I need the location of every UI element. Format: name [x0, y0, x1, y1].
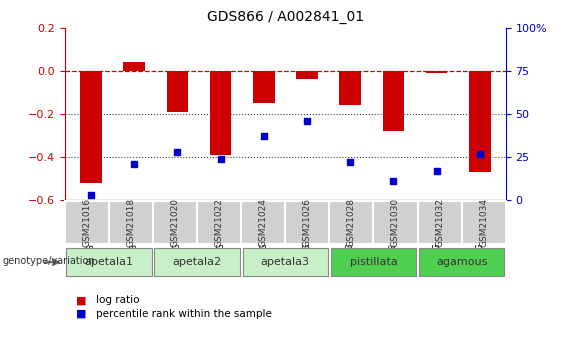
Bar [80, 71, 102, 183]
Text: ■: ■ [76, 309, 87, 319]
Bar [469, 71, 490, 172]
Text: GSM21026: GSM21026 [303, 198, 312, 247]
Bar [154, 248, 240, 276]
Bar [123, 62, 145, 71]
Point [389, 178, 398, 184]
Text: apetala1: apetala1 [85, 257, 133, 267]
Bar [340, 71, 361, 105]
Bar [210, 71, 231, 155]
Text: GSM21024: GSM21024 [259, 198, 268, 247]
Point [216, 156, 225, 161]
Text: GSM21034: GSM21034 [479, 198, 488, 247]
Text: percentile rank within the sample: percentile rank within the sample [96, 309, 272, 319]
Bar [197, 201, 241, 244]
Text: ■: ■ [76, 295, 87, 305]
Bar [153, 201, 197, 244]
Point [346, 159, 355, 165]
Point [173, 149, 182, 155]
Bar [383, 71, 404, 131]
Bar [331, 248, 416, 276]
Bar [373, 201, 418, 244]
Text: GSM21020: GSM21020 [171, 198, 180, 247]
Text: apetala3: apetala3 [261, 257, 310, 267]
Text: GSM21032: GSM21032 [435, 198, 444, 247]
Point [432, 168, 441, 174]
Point [86, 192, 95, 198]
Text: log ratio: log ratio [96, 295, 140, 305]
Bar [242, 248, 328, 276]
Title: GDS866 / A002841_01: GDS866 / A002841_01 [207, 10, 364, 24]
Bar [167, 71, 188, 112]
Bar [296, 71, 318, 79]
Bar [462, 201, 506, 244]
Bar [65, 201, 109, 244]
Text: agamous: agamous [436, 257, 487, 267]
Bar [426, 71, 447, 73]
Text: GSM21028: GSM21028 [347, 198, 356, 247]
Point [129, 161, 138, 167]
Point [302, 118, 311, 124]
Bar [109, 201, 153, 244]
Text: GSM21018: GSM21018 [127, 198, 136, 247]
Text: GSM21030: GSM21030 [391, 198, 400, 247]
Bar [419, 248, 505, 276]
Bar [418, 201, 462, 244]
Text: pistillata: pistillata [350, 257, 397, 267]
Bar [329, 201, 373, 244]
Point [259, 134, 268, 139]
Bar [66, 248, 152, 276]
Bar [253, 71, 275, 103]
Text: GSM21016: GSM21016 [82, 198, 92, 247]
Bar [241, 201, 285, 244]
Text: apetala2: apetala2 [173, 257, 221, 267]
Text: genotype/variation: genotype/variation [3, 256, 95, 266]
Text: GSM21022: GSM21022 [215, 198, 224, 247]
Bar [285, 201, 329, 244]
Point [475, 151, 484, 156]
